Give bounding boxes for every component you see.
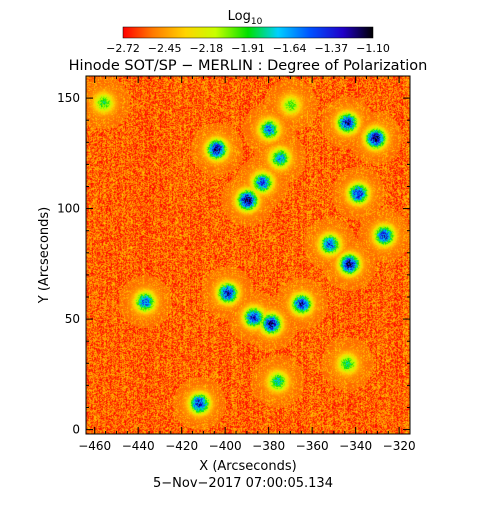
x-axis-label: X (Arcseconds) xyxy=(199,459,296,474)
colorbar-tick-labels: −2.72 −2.45 −2.18 −1.91 −1.64 −1.37 −1.10 xyxy=(106,42,390,55)
colorbar-tick-label: −1.10 xyxy=(356,42,390,55)
colorbar xyxy=(122,26,374,39)
x-tick-label: −320 xyxy=(383,439,416,453)
colorbar-tick-label: −2.45 xyxy=(148,42,182,55)
x-tick-label: −420 xyxy=(165,439,198,453)
y-axis: 0 50 100 150 xyxy=(57,91,410,437)
x-tick-label: −440 xyxy=(122,439,155,453)
colorbar-tick-label: −1.64 xyxy=(273,42,307,55)
x-tick-label: −340 xyxy=(339,439,372,453)
colorbar-tick-label: −2.72 xyxy=(106,42,140,55)
x-tick-label: −360 xyxy=(296,439,329,453)
polarization-map xyxy=(86,76,410,434)
y-tick-label: 150 xyxy=(57,91,80,105)
x-tick-label: −380 xyxy=(252,439,285,453)
y-tick-label: 50 xyxy=(65,312,80,326)
colorbar-label-subscript: 10 xyxy=(251,17,263,27)
heatmap xyxy=(86,76,410,434)
x-tick-label: −460 xyxy=(78,439,111,453)
x-axis: −460 −440 −420 −400 −380 −360 −340 −320 xyxy=(78,76,416,453)
y-tick-label: 100 xyxy=(57,202,80,216)
plot-frame xyxy=(85,75,411,435)
colorbar-tick-label: −1.91 xyxy=(231,42,265,55)
y-tick-label: 0 xyxy=(72,423,80,437)
chart-title: Hinode SOT/SP − MERLIN : Degree of Polar… xyxy=(69,58,428,74)
observation-date: 5−Nov−2017 07:00:05.134 xyxy=(153,476,333,491)
colorbar-tick-label: −1.37 xyxy=(314,42,348,55)
colorbar-tick-label: −2.18 xyxy=(189,42,223,55)
y-axis-label: Y (Arcseconds) xyxy=(37,207,52,304)
x-tick-label: −400 xyxy=(209,439,242,453)
colorbar-label: Log10 xyxy=(228,9,263,27)
